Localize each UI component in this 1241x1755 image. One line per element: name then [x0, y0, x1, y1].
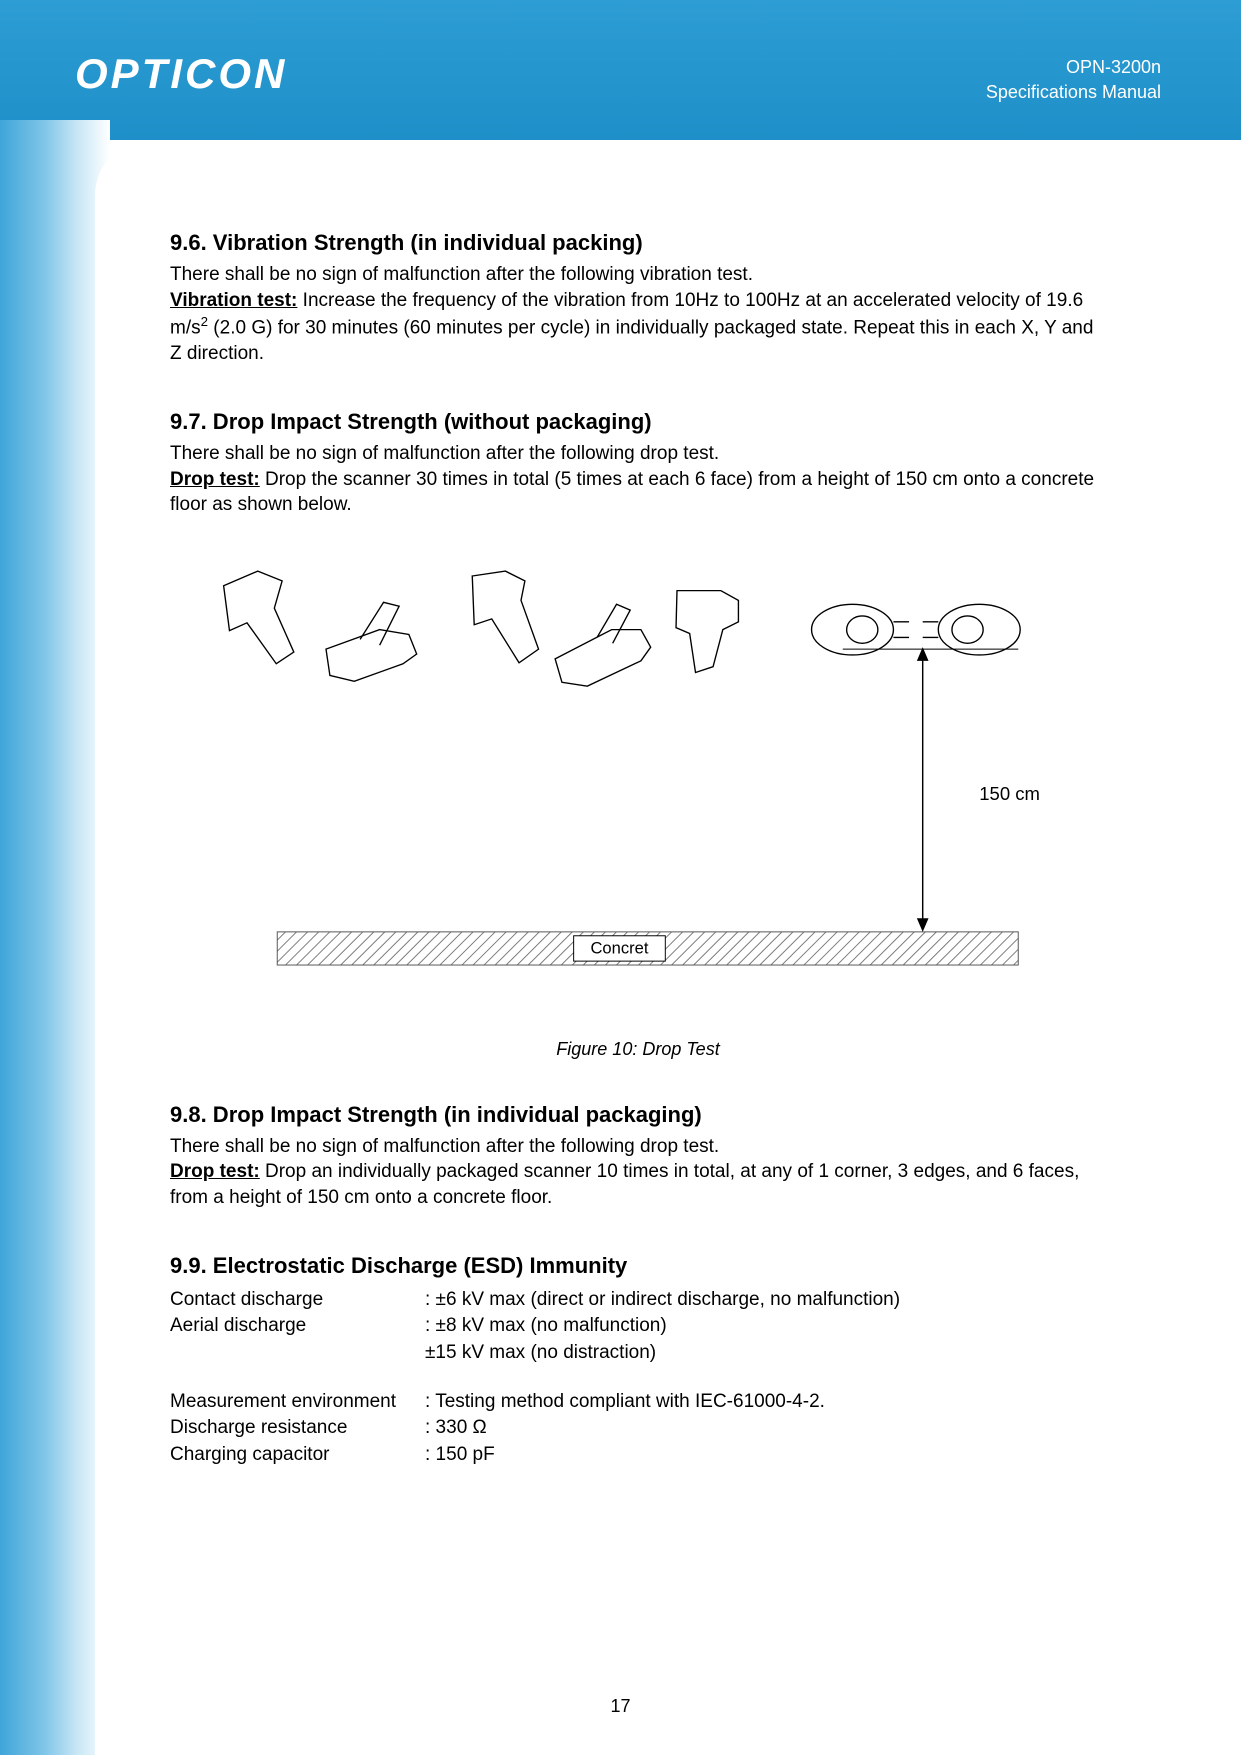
esd-label: Aerial discharge: [170, 1313, 425, 1340]
section-9-6-body: There shall be no sign of malfunction af…: [170, 262, 1106, 367]
esd-value: : ±6 kV max (direct or indirect discharg…: [425, 1287, 1106, 1314]
s96-intro: There shall be no sign of malfunction af…: [170, 264, 753, 285]
esd-value: ±15 kV max (no distraction): [425, 1340, 1106, 1367]
s97-test-label: Drop test:: [170, 469, 260, 490]
product-name: OPN-3200n: [986, 55, 1161, 80]
drop-test-figure: Concret 150 cm: [170, 556, 1106, 1060]
table-row: Contact discharge : ±6 kV max (direct or…: [170, 1287, 1106, 1314]
esd-value: : ±8 kV max (no malfunction): [425, 1313, 1106, 1340]
figure-caption: Figure 10: Drop Test: [170, 1039, 1106, 1060]
table-row: ±15 kV max (no distraction): [170, 1340, 1106, 1367]
s98-test-label: Drop test:: [170, 1161, 260, 1182]
s97-intro: There shall be no sign of malfunction af…: [170, 443, 719, 464]
page-content: 9.6. Vibration Strength (in individual p…: [95, 140, 1181, 1755]
table-row: Aerial discharge : ±8 kV max (no malfunc…: [170, 1313, 1106, 1340]
section-heading-9-6: 9.6. Vibration Strength (in individual p…: [170, 230, 1106, 256]
floor-label: Concret: [590, 938, 648, 957]
s96-test-label: Vibration test:: [170, 290, 297, 311]
esd-value: : Testing method compliant with IEC-6100…: [425, 1389, 1106, 1416]
table-row: Charging capacitor : 150 pF: [170, 1442, 1106, 1469]
brand-logo: OPTICON: [75, 50, 287, 98]
esd-value: : 150 pF: [425, 1442, 1106, 1469]
header-band: OPTICON OPN-3200n Specifications Manual: [0, 0, 1241, 140]
section-9-8-body: There shall be no sign of malfunction af…: [170, 1134, 1106, 1211]
header-doc-info: OPN-3200n Specifications Manual: [986, 55, 1161, 105]
esd-label: Measurement environment: [170, 1389, 425, 1416]
s96-sup: 2: [201, 314, 208, 329]
height-label: 150 cm: [979, 783, 1040, 804]
table-row: Measurement environment : Testing method…: [170, 1389, 1106, 1416]
left-gradient: [0, 120, 110, 1755]
esd-table: Contact discharge : ±6 kV max (direct or…: [170, 1287, 1106, 1469]
esd-label: [170, 1340, 425, 1367]
page-number: 17: [0, 1696, 1241, 1717]
drop-test-svg: Concret 150 cm: [170, 556, 1106, 986]
esd-value: : 330 Ω: [425, 1415, 1106, 1442]
section-heading-9-9: 9.9. Electrostatic Discharge (ESD) Immun…: [170, 1253, 1106, 1279]
s98-intro: There shall be no sign of malfunction af…: [170, 1136, 719, 1157]
s98-test-body: Drop an individually packaged scanner 10…: [170, 1161, 1079, 1208]
table-row: Discharge resistance : 330 Ω: [170, 1415, 1106, 1442]
s97-test-body: Drop the scanner 30 times in total (5 ti…: [170, 469, 1094, 516]
section-heading-9-8: 9.8. Drop Impact Strength (in individual…: [170, 1102, 1106, 1128]
doc-title: Specifications Manual: [986, 80, 1161, 105]
section-9-7-body: There shall be no sign of malfunction af…: [170, 441, 1106, 518]
esd-label: Charging capacitor: [170, 1442, 425, 1469]
esd-label: Discharge resistance: [170, 1415, 425, 1442]
section-heading-9-7: 9.7. Drop Impact Strength (without packa…: [170, 409, 1106, 435]
s96-after-sup: (2.0 G) for 30 minutes (60 minutes per c…: [170, 318, 1093, 365]
esd-label: Contact discharge: [170, 1287, 425, 1314]
